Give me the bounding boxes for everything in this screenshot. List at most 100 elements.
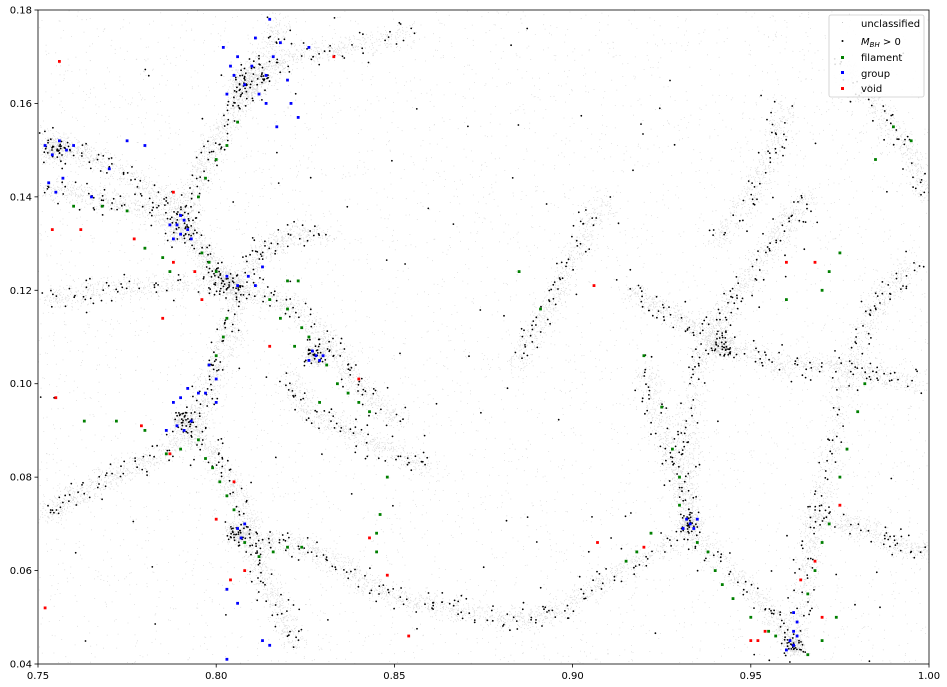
filament-point xyxy=(827,522,831,526)
group-point xyxy=(168,223,172,227)
group-point xyxy=(189,419,193,423)
void-point xyxy=(193,270,197,273)
void-point xyxy=(172,260,175,264)
filament-point xyxy=(225,494,229,498)
filament-point xyxy=(385,475,389,479)
filament-point xyxy=(856,410,860,414)
filament-point xyxy=(813,569,817,572)
filament-point xyxy=(271,550,275,554)
group-point xyxy=(785,648,788,652)
filament-point xyxy=(336,382,339,386)
filament-point xyxy=(286,545,289,549)
group-point xyxy=(172,401,175,404)
filament-point xyxy=(695,541,699,544)
group-point xyxy=(254,284,257,287)
void-point xyxy=(168,452,172,456)
group-point xyxy=(681,527,685,530)
legend-marker-filament xyxy=(841,56,844,59)
group-point xyxy=(685,517,688,521)
void-point xyxy=(799,578,803,582)
void-point xyxy=(813,559,817,563)
filament-point xyxy=(318,401,321,404)
void-point xyxy=(756,639,760,642)
group-point xyxy=(72,144,75,147)
filament-point xyxy=(161,256,165,259)
void-point xyxy=(50,228,54,231)
x-axis: 0.75 0.80 0.85 0.90 0.95 1.00 xyxy=(27,664,940,682)
group-point xyxy=(61,176,65,180)
filament-point xyxy=(863,382,867,386)
group-point xyxy=(268,643,272,647)
group-point xyxy=(179,232,182,236)
legend-marker-unclassified xyxy=(842,22,843,23)
group-point xyxy=(172,237,175,241)
legend-label-group: group xyxy=(861,69,890,80)
legend-box xyxy=(828,14,925,98)
group-point xyxy=(214,401,218,404)
void-point xyxy=(232,480,236,484)
group-point xyxy=(792,643,795,647)
group-point xyxy=(268,17,272,21)
legend-label-unclassified: unclassified xyxy=(861,19,920,30)
legend-marker-bh xyxy=(841,40,844,42)
filament-point xyxy=(375,550,378,554)
filament-point xyxy=(834,615,838,619)
filament-point xyxy=(225,144,229,147)
group-point xyxy=(296,116,300,119)
group-point xyxy=(271,55,275,59)
filament-point xyxy=(221,335,225,339)
group-point xyxy=(43,144,47,147)
group-points xyxy=(43,17,799,661)
filament-point xyxy=(539,307,542,311)
group-point xyxy=(197,391,200,395)
group-point xyxy=(243,522,247,526)
filament-point xyxy=(197,438,200,442)
group-point xyxy=(250,64,254,68)
y-tick-label: 0.06 xyxy=(10,566,32,577)
filament-point xyxy=(279,316,282,320)
filament-point xyxy=(678,503,681,507)
filament-point xyxy=(307,335,311,339)
x-tick-label: 0.90 xyxy=(561,671,583,682)
group-point xyxy=(254,36,257,40)
filament-point xyxy=(671,447,674,451)
filament-point xyxy=(286,279,289,283)
group-point xyxy=(175,223,179,227)
x-tick-label: 0.85 xyxy=(383,671,405,682)
group-point xyxy=(243,83,247,87)
group-point xyxy=(236,284,239,287)
filament-point xyxy=(820,288,824,292)
filament-point xyxy=(649,531,653,535)
void-point xyxy=(838,503,842,507)
group-point xyxy=(246,274,250,278)
group-point xyxy=(692,527,696,530)
group-point xyxy=(307,46,311,49)
group-point xyxy=(289,102,293,105)
legend-label-void: void xyxy=(861,84,882,95)
void-point xyxy=(243,569,247,572)
void-point xyxy=(763,629,767,633)
filament-point xyxy=(296,279,300,283)
void-point xyxy=(172,190,175,194)
filament-point xyxy=(375,531,378,535)
filament-point xyxy=(214,354,218,358)
filament-point xyxy=(767,629,770,633)
group-point xyxy=(179,396,182,400)
filament-point xyxy=(82,419,86,423)
void-point xyxy=(368,536,371,540)
group-point xyxy=(264,74,268,77)
group-point xyxy=(175,424,179,428)
group-point xyxy=(795,634,799,638)
group-point xyxy=(225,657,229,661)
void-point xyxy=(357,377,361,381)
filament-points xyxy=(72,120,913,657)
group-point xyxy=(221,46,225,49)
filament-point xyxy=(168,270,172,273)
filament-point xyxy=(706,550,710,554)
group-point xyxy=(318,359,321,362)
group-point xyxy=(321,354,325,358)
group-point xyxy=(792,611,795,614)
x-tick-label: 0.80 xyxy=(205,671,227,682)
group-point xyxy=(239,536,243,540)
